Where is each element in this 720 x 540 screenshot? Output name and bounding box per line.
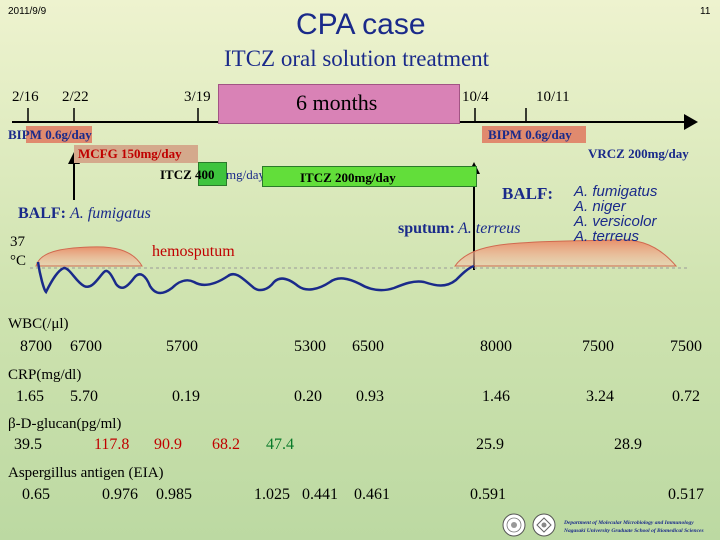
wbc-value: 8000 — [480, 338, 512, 355]
bipm-bar-2 — [482, 126, 586, 143]
crp-value: 0.93 — [356, 388, 384, 405]
itcz-200-label: ITCZ 200mg/day — [300, 170, 396, 185]
date-3-19: 3/19 — [184, 89, 211, 105]
wbc-label: WBC(/μl) — [8, 316, 69, 332]
glucan-value: 25.9 — [476, 436, 504, 453]
balf-2-organism: A. niger — [574, 198, 626, 215]
wbc-value: 7500 — [670, 338, 702, 355]
temperature-trace — [36, 261, 475, 295]
crp-value: 1.46 — [482, 388, 510, 405]
temp-unit: °C — [10, 253, 27, 269]
axis-arrowhead — [684, 114, 698, 130]
aspergillus-label: Aspergillus antigen (EIA) — [8, 465, 164, 481]
date-10-11: 10/11 — [536, 89, 570, 105]
balf-2-organism-list: A. fumigatus A. niger A. versicolor A. t… — [574, 184, 657, 244]
crp-value: 1.65 — [16, 388, 44, 405]
temp-value: 37 — [10, 234, 25, 250]
department-emblem-icon — [532, 513, 556, 537]
mcfg-bar — [74, 145, 198, 163]
university-seal-icon — [502, 513, 526, 537]
crp-value: 0.72 — [672, 388, 700, 405]
wbc-value: 7500 — [582, 338, 614, 355]
balf-2-organism: A. fumigatus — [574, 183, 658, 200]
six-months-box — [218, 84, 460, 124]
aspergillus-value: 0.976 — [102, 486, 138, 503]
slide-title: CPA case — [296, 8, 426, 41]
balf-1-organism: A. fumigatus — [70, 205, 151, 222]
sputum-organism: A. terreus — [458, 220, 521, 237]
aspergillus-value: 1.025 — [254, 486, 290, 503]
balf-1-prefix: BALF: — [18, 205, 66, 222]
aspergillus-value: 0.591 — [470, 486, 506, 503]
aspergillus-value: 0.985 — [156, 486, 192, 503]
crp-value: 0.19 — [172, 388, 200, 405]
wbc-value: 6700 — [70, 338, 102, 355]
itcz-400-unit: mg/day — [226, 167, 265, 182]
date-2-22: 2/22 — [62, 89, 89, 105]
glucan-value: 28.9 — [614, 436, 642, 453]
balf-2-organism: A. versicolor — [574, 213, 657, 230]
six-months-label: 6 months — [296, 90, 378, 115]
balf-2-organism: A. terreus — [574, 228, 640, 245]
timeline-graphic — [12, 108, 698, 295]
itcz-200-bar — [262, 166, 477, 187]
wbc-value: 5700 — [166, 338, 198, 355]
aspergillus-value: 0.517 — [668, 486, 704, 503]
vrcz-label: VRCZ 200mg/day — [588, 146, 689, 161]
bipm-label-2: BIPM 0.6g/day — [488, 127, 572, 142]
bipm-label-1: BIPM 0.6g/day — [8, 127, 92, 142]
glucan-value: 47.4 — [266, 436, 294, 453]
slide-subtitle: ITCZ oral solution treatment — [224, 46, 490, 71]
hemosputum-label: hemosputum — [152, 243, 235, 260]
wbc-value: 6500 — [352, 338, 384, 355]
glucan-value: 68.2 — [212, 436, 240, 453]
itcz-400-bar — [198, 162, 227, 186]
crp-value: 5.70 — [70, 388, 98, 405]
date-10-4: 10/4 — [462, 89, 489, 105]
crp-label: CRP(mg/dl) — [8, 367, 82, 383]
university-logos — [502, 513, 556, 537]
page-number: 11 — [700, 6, 711, 17]
glucan-value: 90.9 — [154, 436, 182, 453]
crp-value: 3.24 — [586, 388, 614, 405]
footer-affiliation: Department of Molecular Microbiology and… — [564, 519, 704, 535]
footer-line-2: Nagasaki University Graduate School of B… — [564, 528, 704, 534]
date-2-16: 2/16 — [12, 89, 39, 105]
bipm-bar-1 — [26, 126, 92, 143]
glucan-value: 39.5 — [14, 436, 42, 453]
slide-date: 2011/9/9 — [8, 6, 47, 17]
aspergillus-value: 0.461 — [354, 486, 390, 503]
wbc-value: 5300 — [294, 338, 326, 355]
aspergillus-value: 0.441 — [302, 486, 338, 503]
aspergillus-value: 0.65 — [22, 486, 50, 503]
glucan-value: 117.8 — [94, 436, 130, 453]
fever-curve-2 — [454, 239, 678, 267]
footer-line-1: Department of Molecular Microbiology and… — [564, 520, 694, 526]
mcfg-label: MCFG 150mg/day — [78, 146, 182, 161]
balf-2-prefix: BALF: — [502, 184, 553, 203]
wbc-value: 8700 — [20, 338, 52, 355]
itcz-400-label: ITCZ 400 — [160, 167, 215, 182]
glucan-label: β-D-glucan(pg/ml) — [8, 416, 122, 432]
crp-value: 0.20 — [294, 388, 322, 405]
sputum-prefix: sputum: — [398, 220, 455, 237]
fever-curve-1 — [35, 246, 143, 267]
